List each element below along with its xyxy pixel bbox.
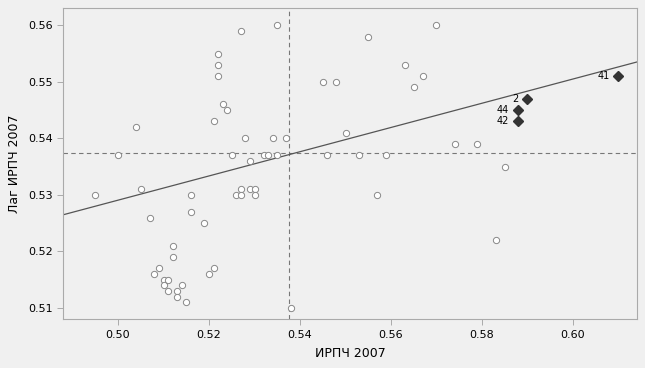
Text: 42: 42 bbox=[497, 116, 510, 127]
Text: 44: 44 bbox=[497, 105, 510, 115]
Text: 41: 41 bbox=[597, 71, 610, 81]
Text: 2: 2 bbox=[512, 94, 519, 104]
Y-axis label: Лаг ИРПЧ 2007: Лаг ИРПЧ 2007 bbox=[8, 114, 21, 213]
X-axis label: ИРПЧ 2007: ИРПЧ 2007 bbox=[315, 347, 386, 360]
